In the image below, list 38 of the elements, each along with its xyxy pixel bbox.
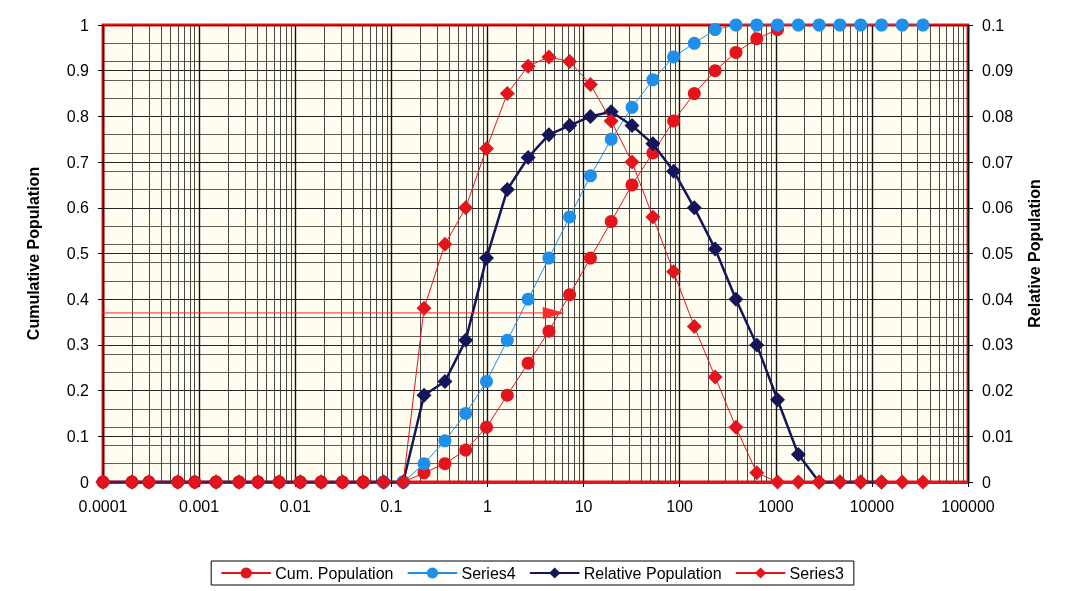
legend-label: Cum. Population bbox=[275, 564, 394, 582]
y2-axis-title: Relative Population bbox=[1025, 179, 1043, 328]
y2-tick-label: 0.03 bbox=[982, 336, 1014, 354]
x-tick-label: 100000 bbox=[941, 497, 995, 515]
y-tick-label: 0.2 bbox=[66, 382, 90, 400]
y-tick-label: 0.8 bbox=[66, 107, 90, 125]
x-tick-label: 0.0001 bbox=[78, 497, 128, 515]
y-tick-label: 0.4 bbox=[66, 290, 90, 308]
x-tick-label: 10000 bbox=[849, 497, 895, 515]
y2-tick-label: 0.07 bbox=[982, 153, 1014, 171]
x-tick-label: 0.1 bbox=[380, 497, 403, 515]
y2-tick-label: 0.01 bbox=[982, 427, 1014, 445]
x-tick-label: 0.001 bbox=[179, 497, 220, 515]
y-tick-label: 0 bbox=[80, 473, 90, 491]
y-tick-label: 0.7 bbox=[66, 153, 90, 171]
y-tick-label: 0.5 bbox=[66, 245, 90, 262]
y-tick-label: 1 bbox=[80, 16, 90, 34]
y-axis-title: Cumulative Population bbox=[24, 166, 42, 341]
y2-tick-label: 0.09 bbox=[982, 62, 1014, 80]
y-tick-label: 0.1 bbox=[66, 427, 90, 445]
y2-tick-label: 0.08 bbox=[982, 107, 1014, 125]
y2-tick-label: 0.04 bbox=[982, 290, 1014, 308]
x-tick-label: 1 bbox=[482, 497, 492, 515]
y-tick-label: 0.6 bbox=[66, 199, 90, 217]
x-tick-label: 1000 bbox=[757, 497, 794, 515]
x-tick-label: 10 bbox=[574, 497, 593, 515]
y-tick-label: 0.3 bbox=[66, 336, 90, 354]
legend-label: Relative Population bbox=[583, 564, 722, 582]
y2-tick-label: 0.06 bbox=[982, 199, 1014, 217]
y2-tick-label: 0 bbox=[982, 473, 991, 491]
y2-tick-label: 0.1 bbox=[982, 16, 1005, 34]
x-tick-label: 100 bbox=[666, 497, 694, 515]
legend-label: Series4 bbox=[461, 564, 516, 582]
y2-tick-label: 0.02 bbox=[982, 382, 1014, 400]
legend-label: Series3 bbox=[789, 564, 844, 582]
y2-tick-label: 0.05 bbox=[982, 245, 1014, 262]
y-tick-label: 0.9 bbox=[66, 62, 90, 80]
x-tick-label: 0.01 bbox=[279, 497, 311, 515]
